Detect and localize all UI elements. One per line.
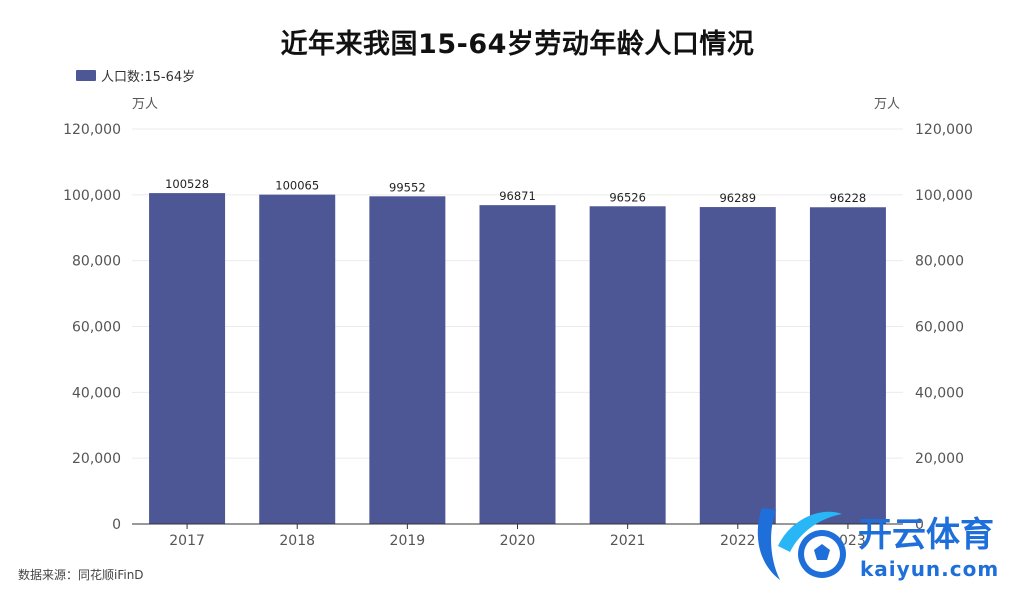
data-label: 99552: [389, 180, 426, 194]
y-tick-label-left: 0: [112, 517, 121, 533]
watermark-logo: 开云体育 kaiyun.com: [757, 508, 999, 581]
axis-layer: 0 0 20,000 20,000 40,000 40,000 60,000 60,000 80…: [63, 122, 973, 549]
data-label: 96228: [830, 191, 867, 205]
data-label: 100065: [275, 179, 319, 193]
bar: [369, 196, 446, 525]
left-axis-unit: 万人: [132, 97, 159, 112]
bar: [699, 207, 776, 524]
soccer-ball-k-logo-icon: [757, 508, 846, 580]
data-label: 100528: [165, 177, 209, 191]
watermark-url-text: kaiyun.com: [860, 557, 999, 581]
bar: [149, 193, 226, 524]
chart-title: 近年来我国15-64岁劳动年龄人口情况: [280, 29, 755, 60]
bar: [479, 205, 556, 524]
y-tick-label-left: 40,000: [72, 385, 121, 401]
data-label: 96871: [499, 189, 536, 203]
x-tick-label: 2021: [610, 533, 646, 549]
bar: [589, 206, 666, 524]
y-tick-label-right: 20,000: [915, 451, 964, 467]
data-label: 96526: [609, 190, 646, 204]
y-tick-label-left: 20,000: [72, 451, 121, 467]
watermark-brand-text: 开云体育: [858, 515, 994, 555]
y-tick-label-right: 60,000: [915, 320, 964, 336]
right-axis-unit: 万人: [874, 97, 901, 112]
y-tick-label-right: 0: [915, 517, 924, 533]
legend[interactable]: 人口数:15-64岁: [76, 66, 195, 85]
y-tick-label-left: 80,000: [72, 254, 121, 270]
y-tick-label-left: 120,000: [63, 122, 121, 138]
y-tick-label-right: 40,000: [915, 385, 964, 401]
legend-label: 人口数:15-64岁: [101, 70, 196, 85]
x-tick-label: 2019: [390, 533, 426, 549]
bar: [259, 194, 336, 524]
data-label: 96289: [719, 191, 756, 205]
x-tick-label: 2018: [279, 533, 315, 549]
bar-layer: [149, 193, 886, 525]
label-layer: 100528 100065 99552 96871 96526 96289 96228: [165, 177, 866, 205]
y-tick-label-right: 120,000: [915, 122, 973, 138]
data-source-note: 数据来源：同花顺iFinD: [18, 568, 144, 582]
legend-swatch: [76, 70, 96, 81]
x-tick-label: 2020: [500, 533, 536, 549]
bar: [809, 207, 886, 524]
y-tick-label-right: 80,000: [915, 254, 964, 270]
y-tick-label-left: 100,000: [63, 188, 121, 204]
x-tick-label: 2022: [720, 533, 756, 549]
y-tick-label-left: 60,000: [72, 320, 121, 336]
x-tick-label: 2017: [169, 533, 205, 549]
y-tick-label-right: 100,000: [915, 188, 973, 204]
